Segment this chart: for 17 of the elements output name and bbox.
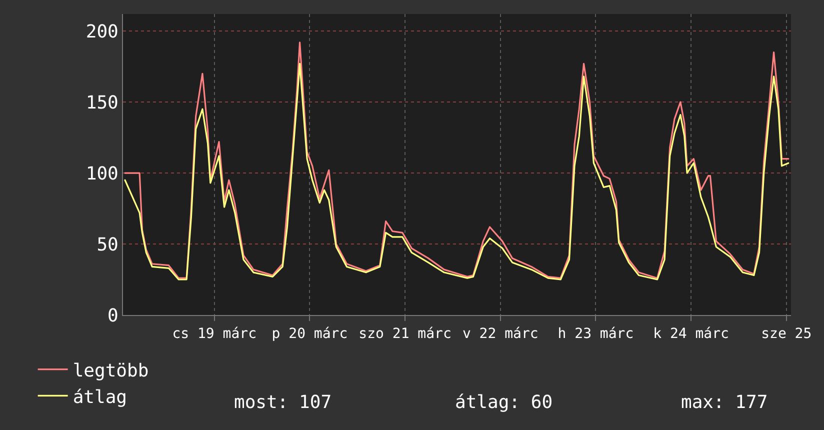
y-tick-label: 200 — [86, 21, 118, 42]
y-tick-label: 0 — [108, 305, 118, 326]
y-tick-label: 50 — [96, 234, 118, 256]
legend-label: legtöbb — [72, 360, 149, 382]
text: max: 177 — [681, 392, 768, 413]
text: átlag: 60 — [455, 392, 553, 413]
legend-label: átlag — [72, 386, 128, 408]
x-tick-label: v 22 márc — [462, 326, 538, 342]
text: most: 107 — [234, 392, 332, 413]
x-tick-label: p 20 márc — [272, 326, 348, 342]
x-tick-label: sze 25 — [761, 326, 812, 342]
y-tick-label: 100 — [86, 163, 118, 184]
x-tick-label: k 24 márc — [653, 326, 729, 342]
x-tick-label: h 23 márc — [558, 326, 634, 342]
y-tick-label: 150 — [86, 92, 118, 114]
x-tick-label: szo 21 márc — [358, 326, 452, 342]
x-tick-label: cs 19 márc — [172, 326, 257, 342]
